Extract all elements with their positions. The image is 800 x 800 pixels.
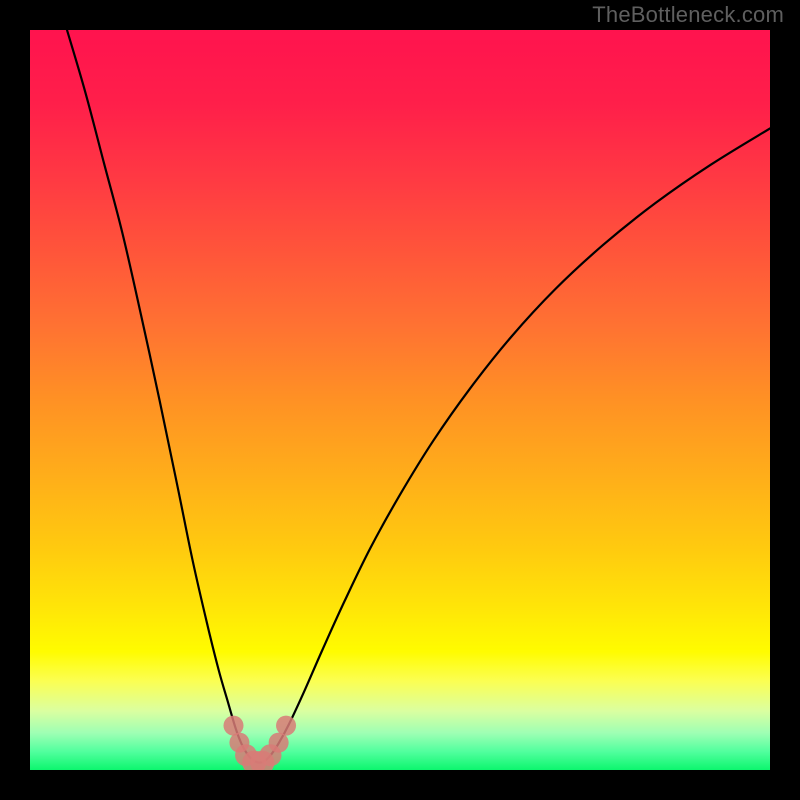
gradient-background (30, 30, 770, 770)
marker-dot (224, 716, 244, 736)
chart-root: TheBottleneck.com (0, 0, 800, 800)
marker-dot (276, 716, 296, 736)
plot-svg (30, 30, 770, 770)
marker-dot (269, 733, 289, 753)
plot-area (30, 30, 770, 770)
watermark-text: TheBottleneck.com (592, 2, 784, 28)
